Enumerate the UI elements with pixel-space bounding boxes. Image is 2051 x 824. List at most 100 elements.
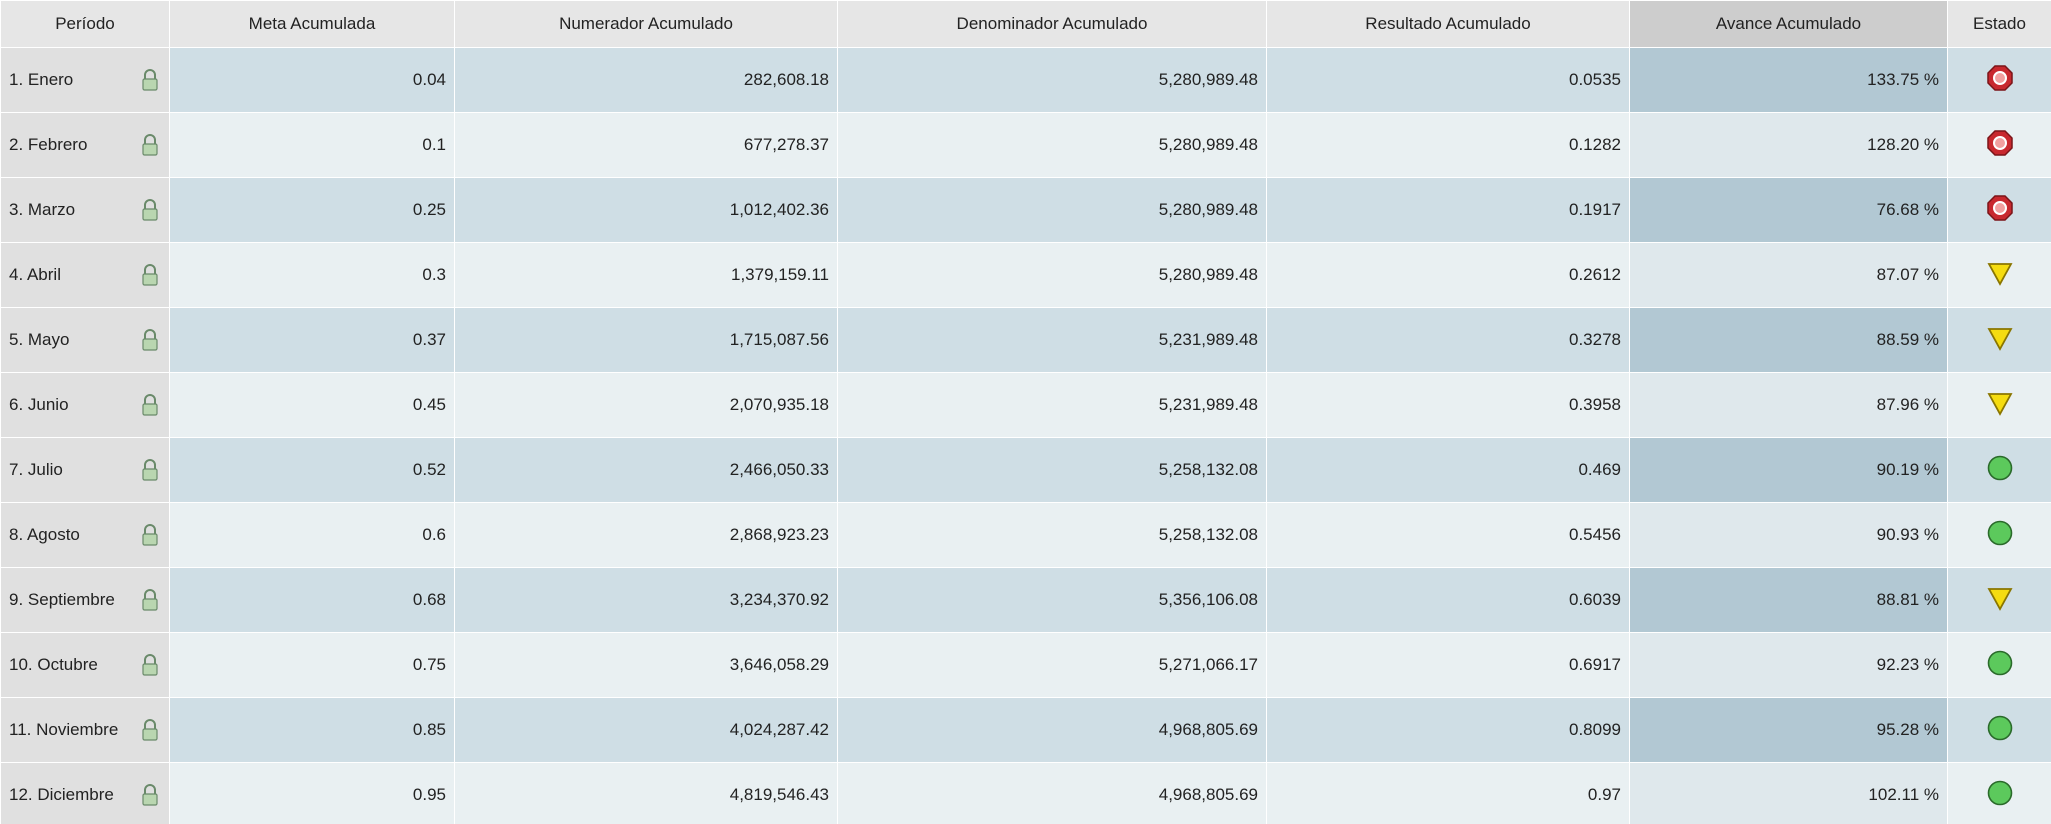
value-cell: 0.97 xyxy=(1266,762,1630,824)
value-cell: 5,356,106.08 xyxy=(837,567,1267,633)
value-cell: 5,280,989.48 xyxy=(837,47,1267,113)
lock-icon xyxy=(141,719,159,741)
column-header: Avance Acumulado xyxy=(1629,0,1948,48)
value-cell: 5,258,132.08 xyxy=(837,502,1267,568)
value-cell: 0.52 xyxy=(169,437,455,503)
period-cell: 8. Agosto xyxy=(0,502,170,568)
table-row: 7. Julio 0.52 2,466,050.33 5,258,132.08 0.46… xyxy=(0,437,2051,503)
value-cell: 0.25 xyxy=(169,177,455,243)
period-label: 4. Abril xyxy=(9,265,61,284)
period-label: 11. Noviembre xyxy=(9,720,119,739)
value-cell: 5,280,989.48 xyxy=(837,112,1267,178)
value-cell: 2,466,050.33 xyxy=(454,437,838,503)
lock-icon xyxy=(141,329,159,351)
value-cell: 3,234,370.92 xyxy=(454,567,838,633)
table-row: 10. Octubre 0.75 3,646,058.29 5,271,066.17 0… xyxy=(0,632,2051,698)
column-header: Resultado Acumulado xyxy=(1266,0,1630,48)
period-label: 9. Septiembre xyxy=(9,590,115,609)
value-cell: 0.04 xyxy=(169,47,455,113)
value-cell: 102.11 % xyxy=(1629,762,1948,824)
value-cell: 88.59 % xyxy=(1629,307,1948,373)
status-cell xyxy=(1947,762,2051,824)
lock-icon xyxy=(141,134,159,156)
value-cell: 1,715,087.56 xyxy=(454,307,838,373)
lock-icon xyxy=(141,784,159,806)
value-cell: 5,280,989.48 xyxy=(837,242,1267,308)
table-row: 11. Noviembre 0.85 4,024,287.42 4,968,805.6… xyxy=(0,697,2051,763)
period-cell: 7. Julio xyxy=(0,437,170,503)
value-cell: 87.96 % xyxy=(1629,372,1948,438)
status-icon xyxy=(1986,714,2014,742)
value-cell: 0.6 xyxy=(169,502,455,568)
period-label: 7. Julio xyxy=(9,460,63,479)
value-cell: 92.23 % xyxy=(1629,632,1948,698)
period-cell: 9. Septiembre xyxy=(0,567,170,633)
value-cell: 0.75 xyxy=(169,632,455,698)
period-label: 10. Octubre xyxy=(9,655,98,674)
value-cell: 5,231,989.48 xyxy=(837,307,1267,373)
column-header: Denominador Acumulado xyxy=(837,0,1267,48)
value-cell: 0.5456 xyxy=(1266,502,1630,568)
period-cell: 11. Noviembre xyxy=(0,697,170,763)
status-icon xyxy=(1986,519,2014,547)
table-row: 9. Septiembre 0.68 3,234,370.92 5,356,106.0… xyxy=(0,567,2051,633)
value-cell: 90.19 % xyxy=(1629,437,1948,503)
status-cell xyxy=(1947,567,2051,633)
status-icon xyxy=(1986,259,2014,287)
value-cell: 3,646,058.29 xyxy=(454,632,838,698)
status-icon xyxy=(1986,64,2014,92)
value-cell: 76.68 % xyxy=(1629,177,1948,243)
status-icon xyxy=(1986,129,2014,157)
value-cell: 0.469 xyxy=(1266,437,1630,503)
value-cell: 128.20 % xyxy=(1629,112,1948,178)
lock-icon xyxy=(141,394,159,416)
column-header: Período xyxy=(0,0,170,48)
value-cell: 0.6039 xyxy=(1266,567,1630,633)
status-icon xyxy=(1986,389,2014,417)
status-cell xyxy=(1947,437,2051,503)
table-row: 3. Marzo 0.25 1,012,402.36 5,280,989.48 0.19… xyxy=(0,177,2051,243)
status-cell xyxy=(1947,697,2051,763)
value-cell: 95.28 % xyxy=(1629,697,1948,763)
period-cell: 5. Mayo xyxy=(0,307,170,373)
lock-icon xyxy=(141,589,159,611)
value-cell: 0.37 xyxy=(169,307,455,373)
value-cell: 0.1917 xyxy=(1266,177,1630,243)
value-cell: 4,024,287.42 xyxy=(454,697,838,763)
table-row: 12. Diciembre 0.95 4,819,546.43 4,968,805.6… xyxy=(0,762,2051,824)
value-cell: 1,379,159.11 xyxy=(454,242,838,308)
period-cell: 10. Octubre xyxy=(0,632,170,698)
status-icon xyxy=(1986,779,2014,807)
lock-icon xyxy=(141,524,159,546)
status-icon xyxy=(1986,194,2014,222)
table-row: 4. Abril 0.3 1,379,159.11 5,280,989.48 0.261… xyxy=(0,242,2051,308)
header-row: Período Meta Acumulada Numerador Acumulado… xyxy=(0,0,2051,48)
status-icon xyxy=(1986,584,2014,612)
status-icon xyxy=(1986,324,2014,352)
value-cell: 133.75 % xyxy=(1629,47,1948,113)
period-label: 3. Marzo xyxy=(9,200,76,219)
period-label: 12. Diciembre xyxy=(9,785,114,804)
value-cell: 4,968,805.69 xyxy=(837,762,1267,824)
lock-icon xyxy=(141,264,159,286)
status-cell xyxy=(1947,242,2051,308)
table-row: 5. Mayo 0.37 1,715,087.56 5,231,989.48 0.327… xyxy=(0,307,2051,373)
value-cell: 0.6917 xyxy=(1266,632,1630,698)
period-cell: 3. Marzo xyxy=(0,177,170,243)
column-header: Numerador Acumulado xyxy=(454,0,838,48)
value-cell: 0.2612 xyxy=(1266,242,1630,308)
lock-icon xyxy=(141,654,159,676)
value-cell: 90.93 % xyxy=(1629,502,1948,568)
status-icon xyxy=(1986,649,2014,677)
period-cell: 6. Junio xyxy=(0,372,170,438)
column-header: Meta Acumulada xyxy=(169,0,455,48)
value-cell: 0.8099 xyxy=(1266,697,1630,763)
period-label: 5. Mayo xyxy=(9,330,70,349)
table-body: 1. Enero 0.04 282,608.18 5,280,989.48 0.0535… xyxy=(0,47,2051,824)
value-cell: 87.07 % xyxy=(1629,242,1948,308)
lock-icon xyxy=(141,199,159,221)
value-cell: 2,070,935.18 xyxy=(454,372,838,438)
period-cell: 12. Diciembre xyxy=(0,762,170,824)
